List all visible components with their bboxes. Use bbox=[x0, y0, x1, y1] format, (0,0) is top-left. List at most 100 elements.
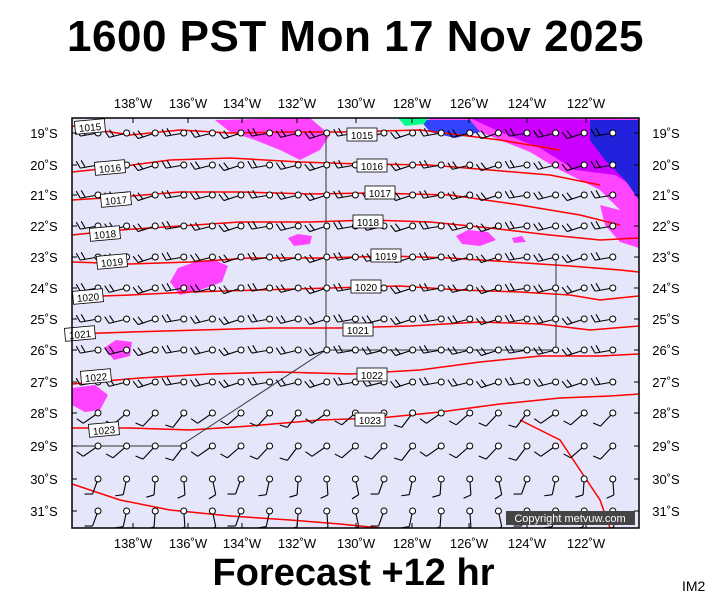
wind-barb-icon bbox=[161, 283, 188, 292]
wind-barb-icon bbox=[390, 222, 417, 233]
isobar-label: 1022 bbox=[356, 367, 388, 382]
isobar-label: 1016 bbox=[356, 158, 388, 173]
wind-barb-icon bbox=[432, 475, 445, 498]
wind-barb-icon bbox=[132, 284, 159, 295]
wind-barb-icon bbox=[161, 377, 188, 386]
wind-barb-icon bbox=[161, 221, 188, 230]
latitude-label: 29˚S bbox=[652, 439, 680, 454]
isobar-label: 1018 bbox=[89, 225, 121, 242]
wind-barb-icon bbox=[533, 378, 560, 387]
latitude-label: 28˚S bbox=[652, 406, 680, 421]
latitude-label: 20˚S bbox=[652, 158, 680, 173]
wind-barb-icon bbox=[466, 507, 474, 528]
wind-barb-icon bbox=[132, 315, 159, 326]
longitude-label: 126˚W bbox=[450, 96, 489, 111]
wind-barb-icon bbox=[333, 345, 359, 354]
wind-barb-icon bbox=[418, 345, 445, 354]
wind-barb-icon bbox=[275, 161, 302, 170]
svg-text:1017: 1017 bbox=[105, 195, 129, 208]
latitude-label: 19˚S bbox=[652, 126, 680, 141]
longitude-label: 130˚W bbox=[337, 96, 376, 111]
latitude-label: 27˚S bbox=[652, 375, 680, 390]
wind-barb-icon bbox=[418, 314, 445, 323]
wind-barb-icon bbox=[333, 314, 359, 323]
wind-barb-icon bbox=[561, 315, 588, 326]
wind-barbs bbox=[75, 128, 617, 528]
longitude-label: 132˚W bbox=[278, 96, 317, 111]
wind-barb-icon bbox=[333, 190, 359, 199]
isobar-1015 bbox=[72, 125, 561, 151]
wind-barb-icon bbox=[190, 161, 216, 170]
wind-barb-icon bbox=[218, 222, 245, 233]
rain-patch-center-right bbox=[456, 230, 496, 246]
wind-barb-icon bbox=[304, 253, 331, 264]
isobar-label: 1015 bbox=[346, 127, 378, 142]
wind-barb-icon bbox=[218, 253, 245, 264]
wind-barb-icon bbox=[447, 222, 474, 231]
wind-barb-icon bbox=[390, 161, 417, 172]
wind-barb-icon bbox=[333, 252, 359, 261]
wind-barb-icon bbox=[561, 346, 588, 357]
wind-barb-icon bbox=[504, 252, 531, 261]
wind-barb-icon bbox=[575, 475, 588, 498]
wind-barb-icon bbox=[279, 442, 302, 461]
wind-barb-icon bbox=[478, 409, 502, 427]
wind-barb-icon bbox=[161, 128, 188, 137]
wind-barb-icon bbox=[561, 191, 588, 202]
wind-barb-icon bbox=[561, 253, 588, 264]
wind-barb-icon bbox=[275, 284, 302, 293]
wind-barb-icon bbox=[132, 161, 159, 172]
wind-barb-icon bbox=[104, 129, 131, 138]
wind-barb-icon bbox=[390, 346, 417, 357]
latitude-label: 25˚S bbox=[30, 312, 58, 327]
wind-barb-icon bbox=[190, 378, 216, 387]
wind-barb-icon bbox=[606, 475, 617, 499]
wind-barb-icon bbox=[447, 161, 474, 170]
wind-barb-icon bbox=[351, 475, 360, 500]
isobar-labels: 1015 1015 1016 1016 1017 1017 1018 1018 1019 1019… bbox=[64, 118, 402, 438]
wind-barb-icon bbox=[227, 507, 245, 527]
latitude-label: 23˚S bbox=[30, 250, 58, 265]
wind-barb-icon bbox=[75, 221, 102, 230]
wind-barb-icon bbox=[561, 378, 588, 389]
latitude-label: 27˚S bbox=[30, 375, 58, 390]
wind-barb-icon bbox=[504, 314, 531, 323]
wind-barb-icon bbox=[504, 283, 531, 292]
isobar-label: 1021 bbox=[64, 325, 96, 342]
wind-barb-icon bbox=[592, 409, 617, 427]
svg-text:1016: 1016 bbox=[99, 163, 123, 176]
wind-barb-icon bbox=[475, 346, 502, 357]
wind-barb-icon bbox=[247, 221, 274, 230]
wind-barb-icon bbox=[390, 378, 417, 389]
wind-barb-icon bbox=[247, 190, 274, 199]
wind-barb-icon bbox=[304, 129, 331, 140]
wind-barb-icon bbox=[418, 190, 445, 199]
copyright-text: Copyright metvuw.com bbox=[514, 513, 625, 525]
latitude-label: 29˚S bbox=[30, 439, 58, 454]
wind-barb-icon bbox=[419, 409, 445, 424]
wind-barb-icon bbox=[504, 221, 531, 230]
wind-barb-icon bbox=[75, 190, 102, 199]
wind-barb-icon bbox=[227, 475, 245, 495]
rain-patch-small-left bbox=[104, 340, 132, 360]
wind-barb-icon bbox=[190, 191, 216, 200]
wind-barb-icon bbox=[320, 475, 331, 499]
isobar-label: 1015 bbox=[74, 118, 106, 135]
wind-barb-icon bbox=[161, 314, 188, 323]
wind-barb-icon bbox=[447, 315, 474, 324]
svg-text:1019: 1019 bbox=[375, 252, 398, 263]
isobar-label: 1019 bbox=[96, 253, 128, 270]
wind-barb-icon bbox=[590, 190, 617, 199]
wind-barb-icon bbox=[115, 507, 131, 528]
wind-barb-icon bbox=[135, 409, 159, 427]
isobar-1024b bbox=[519, 419, 611, 528]
wind-barb-icon bbox=[494, 475, 503, 500]
latitude-label: 30˚S bbox=[652, 472, 680, 487]
wind-barb-icon bbox=[448, 409, 474, 426]
wind-barb-icon bbox=[190, 253, 216, 262]
wind-barb-icon bbox=[84, 475, 102, 495]
latitude-label: 21˚S bbox=[30, 188, 58, 203]
rain-patch-northeast bbox=[210, 118, 639, 250]
wind-barb-icon bbox=[289, 475, 302, 498]
